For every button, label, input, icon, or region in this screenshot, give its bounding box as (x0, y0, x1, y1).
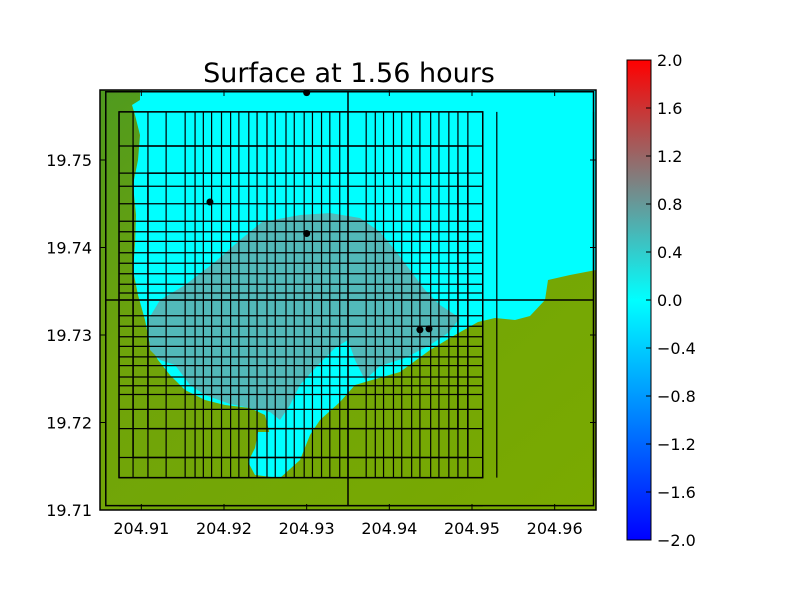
x-tick-label-3: 204.94 (361, 519, 417, 538)
x-tick-label-5: 204.96 (527, 519, 583, 538)
colorbar-tick-label-10: −2.0 (657, 531, 696, 550)
gauge-point-1 (206, 198, 214, 206)
x-tick-label-4: 204.95 (444, 519, 500, 538)
plot-area (100, 90, 596, 510)
colorbar-tick-label-1: 1.6 (657, 99, 682, 118)
colorbar-tick-label-8: −1.2 (657, 435, 696, 454)
y-tick-label-0: 19.71 (46, 501, 92, 520)
patch-box-0 (105, 91, 595, 507)
y-tick-label-4: 19.75 (46, 151, 92, 170)
colorbar-tick-label-4: 0.4 (657, 243, 682, 262)
x-tick-label-1: 204.92 (196, 519, 252, 538)
gauge-point-3 (416, 326, 424, 334)
y-tick-label-3: 19.74 (46, 239, 92, 258)
y-tick-label-1: 19.72 (46, 414, 92, 433)
patch-box-3 (147, 172, 459, 430)
x-axis-ticks: 204.91 204.92 204.93 204.94 204.95 204.96 (113, 90, 583, 538)
patch-box-1 (118, 111, 484, 479)
plot-frame (99, 89, 597, 511)
colorbar-tick-label-5: 0.0 (657, 291, 682, 310)
gauge-point-4 (425, 325, 433, 333)
colorbar-ticks: 2.0 1.6 1.2 0.8 0.4 0.0 −0.4 −0.8 −1.2 −1.6 −2.0 (646, 51, 696, 550)
x-tick-label-0: 204.91 (113, 519, 169, 538)
gauge-point-2 (303, 230, 311, 237)
x-tick-label-2: 204.93 (279, 519, 335, 538)
gauge-markers (206, 90, 433, 334)
colorbar-tick-label-6: −0.4 (657, 339, 696, 358)
y-axis-ticks: 19.71 19.72 19.73 19.74 19.75 (46, 151, 596, 520)
colorbar-tick-label-3: 0.8 (657, 195, 682, 214)
y-tick-label-2: 19.73 (46, 326, 92, 345)
colorbar-tick-label-9: −1.6 (657, 483, 696, 502)
chart-title: Surface at 1.56 hours (203, 58, 495, 89)
land-region (100, 90, 596, 510)
patch-box-2 (132, 145, 469, 459)
colorbar-tick-label-7: −0.8 (657, 387, 696, 406)
amr-patch-boxes (105, 91, 595, 507)
colorbar-tick-label-2: 1.2 (657, 147, 682, 166)
colorbar-tick-label-0: 2.0 (657, 51, 682, 70)
